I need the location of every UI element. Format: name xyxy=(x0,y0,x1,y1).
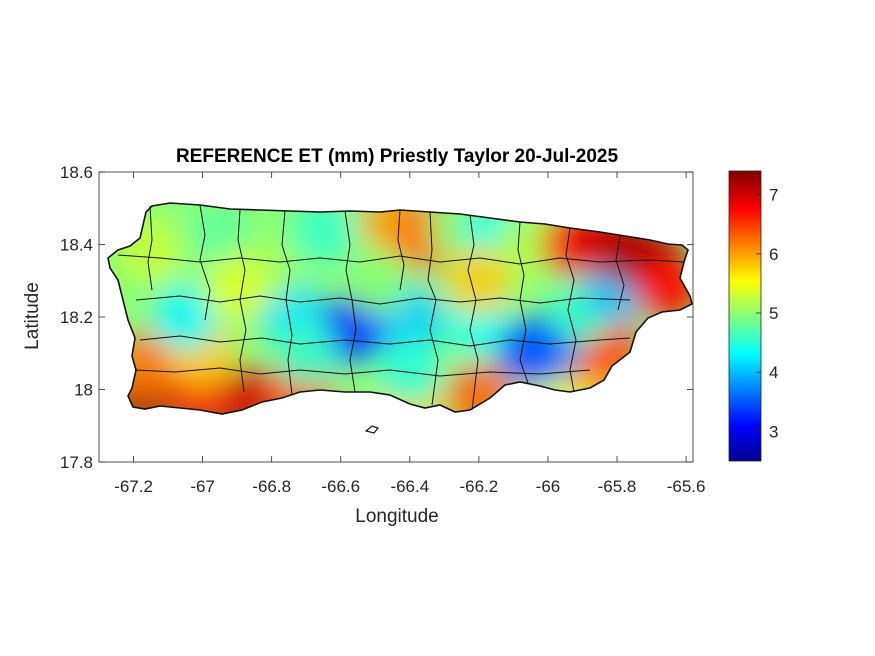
et-sample-20 xyxy=(151,283,220,351)
x-tick-label: -66.4 xyxy=(390,477,429,496)
municipal-boundary-12 xyxy=(139,335,631,347)
x-tick-label: -66.6 xyxy=(321,477,360,496)
municipal-boundary-9 xyxy=(565,227,577,393)
et-sample-24 xyxy=(289,203,358,264)
et-sample-35 xyxy=(341,246,410,315)
municipal-boundary-0 xyxy=(147,205,153,291)
x-tick-label: -66.2 xyxy=(460,477,499,496)
et-sample-17 xyxy=(496,319,565,388)
x-tick-label: -67 xyxy=(190,477,215,496)
et-sample-36 xyxy=(203,254,272,322)
et-sample-37 xyxy=(375,337,444,406)
y-tick-label: 18.4 xyxy=(60,236,93,255)
colorbar-tick-label: 7 xyxy=(769,186,778,205)
y-axis-label: Latitude xyxy=(22,282,43,350)
x-tick-label: -65.8 xyxy=(598,477,637,496)
colorbar-tick-label: 5 xyxy=(769,304,778,323)
x-tick-label: -67.2 xyxy=(114,477,153,496)
y-axis: 17.8 18 18.2 18.4 18.6 xyxy=(60,163,693,472)
municipal-boundary-2 xyxy=(237,209,247,393)
y-tick-label: 17.8 xyxy=(60,453,93,472)
colorbar-ticks: 3 4 5 6 7 xyxy=(756,186,778,441)
small-island xyxy=(364,425,380,434)
municipal-boundary-13 xyxy=(117,254,685,265)
x-tick-label: -66.8 xyxy=(252,477,291,496)
colorbar-tick-label: 6 xyxy=(769,245,778,264)
x-axis: -67.2 -67 -66.8 -66.6 -66.4 -66.2 -66 -65.8 -65.… xyxy=(114,172,705,496)
municipal-boundary-5 xyxy=(397,209,405,291)
y-tick-label: 18 xyxy=(74,381,93,400)
colorbar-tick-label: 3 xyxy=(769,422,778,441)
x-tick-label: -65.6 xyxy=(667,477,706,496)
x-tick-label: -66 xyxy=(536,477,561,496)
x-axis-label: Longitude xyxy=(355,506,438,527)
chart-title: REFERENCE ET (mm) Priestly Taylor 20-Jul… xyxy=(176,146,618,167)
colorbar-tick-label: 4 xyxy=(769,363,778,382)
y-tick-label: 18.6 xyxy=(60,163,93,182)
municipal-boundary-10 xyxy=(615,235,625,311)
island-outline xyxy=(107,202,693,415)
municipal-boundary-14 xyxy=(134,367,591,377)
y-tick-label: 18.2 xyxy=(60,308,93,327)
et-sample-38 xyxy=(272,319,341,388)
municipal-boundaries xyxy=(117,204,685,411)
municipal-boundary-11 xyxy=(135,295,631,305)
colorbar xyxy=(728,170,762,462)
et-sample-30 xyxy=(444,246,513,315)
